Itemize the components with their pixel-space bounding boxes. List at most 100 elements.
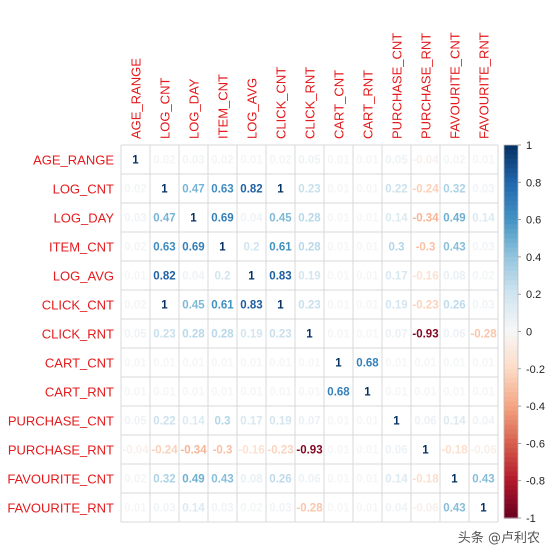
corr-value-click_cnt-cart_rnt: 0.01 <box>356 300 379 312</box>
colorbar-segment <box>504 224 518 230</box>
corr-value-log_cnt-favourite_rnt: 0.03 <box>472 184 494 196</box>
colorbar-segment <box>504 247 518 253</box>
corr-value-purchase_cnt-purchase_cnt: 1 <box>393 416 400 428</box>
colorbar-segment <box>504 238 518 244</box>
colorbar-tick-label: 0.8 <box>526 177 541 189</box>
corr-value-cart_cnt-cart_cnt: 1 <box>335 358 342 370</box>
colorbar-segment <box>504 149 518 155</box>
corr-value-log_avg-click_cnt: 0.83 <box>269 271 291 283</box>
corr-value-click_cnt-log_cnt: 1 <box>161 300 168 312</box>
corr-value-age_range-log_avg: 0.01 <box>240 155 263 167</box>
row-label-favourite_rnt: FAVOURITE_RNT <box>7 501 114 516</box>
corr-value-cart_cnt-item_cnt: 0.01 <box>211 358 234 370</box>
corr-value-log_day-click_cnt: 0.45 <box>269 213 292 225</box>
corr-value-favourite_cnt-log_cnt: 0.32 <box>153 474 175 486</box>
colorbar-segment <box>504 499 518 505</box>
corr-value-log_cnt-log_avg: 0.82 <box>240 184 262 196</box>
corr-value-click_rnt-item_cnt: 0.28 <box>211 329 234 341</box>
colorbar-segment <box>504 410 518 417</box>
corr-value-favourite_cnt-favourite_rnt: 0.43 <box>472 474 494 486</box>
corr-value-click_cnt-age_range: 0.02 <box>124 300 146 312</box>
corr-value-cart_rnt-cart_rnt: 1 <box>364 387 371 399</box>
colorbar-segment <box>504 420 518 426</box>
colorbar-segment <box>504 508 518 514</box>
corr-value-log_cnt-click_rnt: 0.23 <box>298 184 320 196</box>
corr-value-item_cnt-favourite_cnt: 0.43 <box>443 242 465 254</box>
colorbar-segment <box>504 466 518 472</box>
colorbar-tick-label: 1 <box>526 140 532 152</box>
corr-value-purchase_rnt-purchase_rnt: 1 <box>422 445 429 457</box>
corr-value-cart_rnt-log_avg: 0.01 <box>240 387 263 399</box>
corr-value-click_rnt-log_day: 0.28 <box>182 329 205 341</box>
corr-value-favourite_cnt-cart_rnt: 0.01 <box>356 474 379 486</box>
corr-value-log_day-log_cnt: 0.47 <box>153 213 175 225</box>
column-label-favourite_rnt: FAVOURITE_RNT <box>477 32 492 139</box>
corr-value-favourite_rnt-age_range: 0.01 <box>124 503 147 515</box>
colorbar-segment <box>504 172 518 179</box>
colorbar-segment <box>504 452 518 458</box>
corr-value-cart_rnt-purchase_rnt: 0.01 <box>414 387 437 399</box>
colorbar-segment <box>504 331 518 337</box>
corr-value-cart_rnt-purchase_cnt: 0.01 <box>385 387 408 399</box>
corr-value-purchase_rnt-click_rnt: -0.93 <box>296 445 322 457</box>
colorbar-segment <box>504 177 518 183</box>
corr-value-log_cnt-purchase_cnt: 0.22 <box>385 184 407 196</box>
colorbar-segment <box>504 485 518 491</box>
corr-value-log_day-purchase_rnt: -0.34 <box>412 213 439 225</box>
corr-value-favourite_cnt-purchase_rnt: -0.18 <box>412 474 439 486</box>
corr-value-click_cnt-purchase_cnt: 0.19 <box>385 300 407 312</box>
corr-value-click_rnt-log_cnt: 0.23 <box>153 329 175 341</box>
colorbar-segment <box>504 317 518 323</box>
corr-value-log_cnt-log_day: 0.47 <box>182 184 204 196</box>
corr-value-log_cnt-log_cnt: 1 <box>161 184 168 196</box>
column-label-cart_cnt: CART_CNT <box>332 70 347 139</box>
corr-value-log_avg-log_avg: 1 <box>248 271 255 283</box>
colorbar-segment <box>504 396 518 403</box>
colorbar-segment <box>504 168 518 174</box>
row-label-purchase_rnt: PURCHASE_RNT <box>8 443 114 458</box>
colorbar-segment <box>504 154 518 160</box>
corr-value-item_cnt-log_cnt: 0.63 <box>153 242 175 254</box>
colorbar-segment <box>504 219 518 225</box>
colorbar-segment <box>504 490 518 496</box>
colorbar-segment <box>504 392 518 398</box>
colorbar-segment <box>504 214 518 221</box>
colorbar-segment <box>504 378 518 384</box>
colorbar-segment <box>504 252 518 258</box>
corr-value-log_cnt-cart_cnt: 0.01 <box>327 184 350 196</box>
corr-value-purchase_rnt-log_day: -0.34 <box>180 445 207 457</box>
colorbar-segment <box>504 340 518 347</box>
corr-value-favourite_rnt-log_cnt: 0.03 <box>153 503 175 515</box>
corr-value-log_avg-log_cnt: 0.82 <box>153 271 175 283</box>
corr-value-log_avg-favourite_rnt: 0.02 <box>472 271 494 283</box>
corr-value-click_rnt-age_range: 0.05 <box>124 329 147 341</box>
corr-value-purchase_cnt-item_cnt: 0.3 <box>215 416 231 428</box>
row-label-click_rnt: CLICK_RNT <box>42 327 114 342</box>
corr-value-purchase_rnt-purchase_cnt: 0.06 <box>385 445 407 457</box>
colorbar-segment <box>504 368 518 375</box>
corr-value-click_rnt-click_cnt: 0.23 <box>269 329 291 341</box>
column-label-purchase_cnt: PURCHASE_CNT <box>390 33 405 139</box>
corr-value-log_cnt-purchase_rnt: -0.24 <box>412 184 439 196</box>
corr-value-cart_rnt-item_cnt: 0.01 <box>211 387 234 399</box>
corr-value-log_day-click_rnt: 0.28 <box>298 213 321 225</box>
corr-value-purchase_rnt-favourite_rnt: -0.06 <box>470 445 496 457</box>
corr-value-age_range-age_range: 1 <box>132 155 139 167</box>
corr-value-cart_cnt-favourite_rnt: 0.01 <box>472 358 495 370</box>
colorbar-segment <box>504 513 518 519</box>
corr-value-purchase_cnt-favourite_rnt: 0.04 <box>472 416 495 428</box>
corr-value-favourite_rnt-click_rnt: -0.28 <box>296 503 323 515</box>
corr-value-purchase_cnt-cart_rnt: 0.01 <box>356 416 379 428</box>
colorbar-segment <box>504 289 518 295</box>
corr-value-item_cnt-cart_rnt: 0.01 <box>356 242 379 254</box>
corr-value-log_day-cart_rnt: 0.01 <box>356 213 379 225</box>
column-label-age_range: AGE_RANGE <box>129 58 144 139</box>
colorbar-segment <box>504 336 518 342</box>
corr-value-log_avg-cart_cnt: 0.01 <box>327 271 350 283</box>
colorbar-tick-label: -0.4 <box>526 401 545 413</box>
corr-value-cart_cnt-log_day: 0.01 <box>182 358 205 370</box>
colorbar-segment <box>504 182 518 188</box>
corr-value-cart_rnt-click_rnt: 0.01 <box>298 387 321 399</box>
corr-value-click_cnt-log_day: 0.45 <box>182 300 205 312</box>
corr-value-cart_cnt-log_cnt: 0.01 <box>153 358 176 370</box>
